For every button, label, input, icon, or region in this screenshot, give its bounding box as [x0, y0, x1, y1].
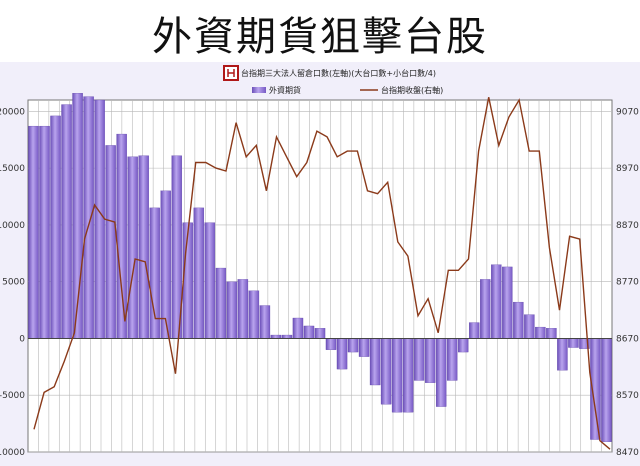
bar: [105, 145, 116, 339]
bar: [369, 338, 381, 386]
right-tick-label: 9070: [616, 107, 639, 117]
bar: [524, 314, 535, 339]
slide-title: 外資期貨狙擊台股: [152, 14, 488, 60]
bar: [469, 322, 480, 339]
bar: [424, 338, 436, 383]
legend-label-line: 台指期收盤(右軸): [381, 85, 443, 95]
bar: [28, 125, 39, 339]
left-tick-label: -10000: [0, 448, 25, 458]
bar: [535, 326, 546, 339]
right-axis-ticks: 8470 8570 8670 8770 8870 8970 9070: [616, 107, 639, 458]
bar: [314, 328, 326, 339]
bar: [259, 305, 271, 339]
bar: [39, 125, 50, 339]
logo-icon: [223, 65, 239, 81]
right-tick-label: 8670: [616, 334, 639, 344]
bar: [347, 338, 359, 353]
bar: [83, 96, 94, 339]
bar: [568, 338, 579, 348]
bar: [513, 301, 524, 339]
bar: [557, 338, 568, 371]
bar: [50, 115, 61, 339]
bar: [380, 338, 392, 405]
line-series: [33, 97, 611, 450]
bar: [491, 264, 502, 339]
bar: [480, 279, 491, 339]
legend-label-bars: 外資期貨: [269, 85, 301, 95]
right-tick-label: 8770: [616, 278, 639, 288]
bar: [215, 267, 227, 339]
bar: [336, 338, 348, 370]
left-tick-label: 5000: [2, 278, 25, 288]
bar: [391, 338, 403, 413]
left-tick-label: 15000: [0, 164, 25, 174]
bar: [303, 325, 315, 339]
bar: [546, 328, 557, 339]
bar: [94, 99, 105, 339]
right-tick-label: 8570: [616, 391, 639, 401]
bar: [281, 334, 293, 339]
left-tick-label: 0: [19, 334, 25, 344]
chart-title-group: 台指期三大法人留倉口數(左軸)(大台口數+小台口數/4): [223, 65, 436, 81]
bar: [325, 338, 337, 350]
right-tick-label: 8870: [616, 221, 639, 231]
bar: [61, 104, 72, 339]
bar: [292, 317, 304, 339]
bar: [193, 207, 205, 339]
bar: [116, 133, 127, 339]
bar: [447, 338, 458, 381]
right-tick-label: 8470: [616, 448, 639, 458]
left-axis-ticks: -10000 -5000 0 5000 10000 15000 20000: [0, 107, 25, 458]
left-tick-label: 20000: [0, 107, 25, 117]
bar: [270, 334, 282, 339]
bar: [226, 281, 238, 339]
bar: [402, 338, 414, 413]
chart: 台指期三大法人留倉口數(左軸)(大台口數+小台口數/4) 外資期貨 台指期收盤(…: [0, 65, 639, 458]
bar: [358, 338, 370, 357]
right-tick-label: 8970: [616, 164, 639, 174]
bar: [248, 290, 260, 339]
bar: [127, 156, 138, 339]
bar: [502, 266, 513, 339]
bar: [160, 190, 171, 339]
bar: [413, 338, 425, 381]
bar: [237, 279, 249, 339]
left-tick-label: 10000: [0, 221, 25, 231]
chart-title: 台指期三大法人留倉口數(左軸)(大台口數+小台口數/4): [241, 68, 436, 78]
bar: [601, 338, 612, 442]
bar: [204, 222, 216, 339]
bar: [138, 155, 149, 339]
bar: [435, 338, 447, 407]
legend: 外資期貨 台指期收盤(右軸): [252, 85, 443, 95]
bar: [458, 338, 469, 353]
legend-swatch-bars: [252, 87, 266, 93]
left-tick-label: -5000: [0, 391, 25, 401]
